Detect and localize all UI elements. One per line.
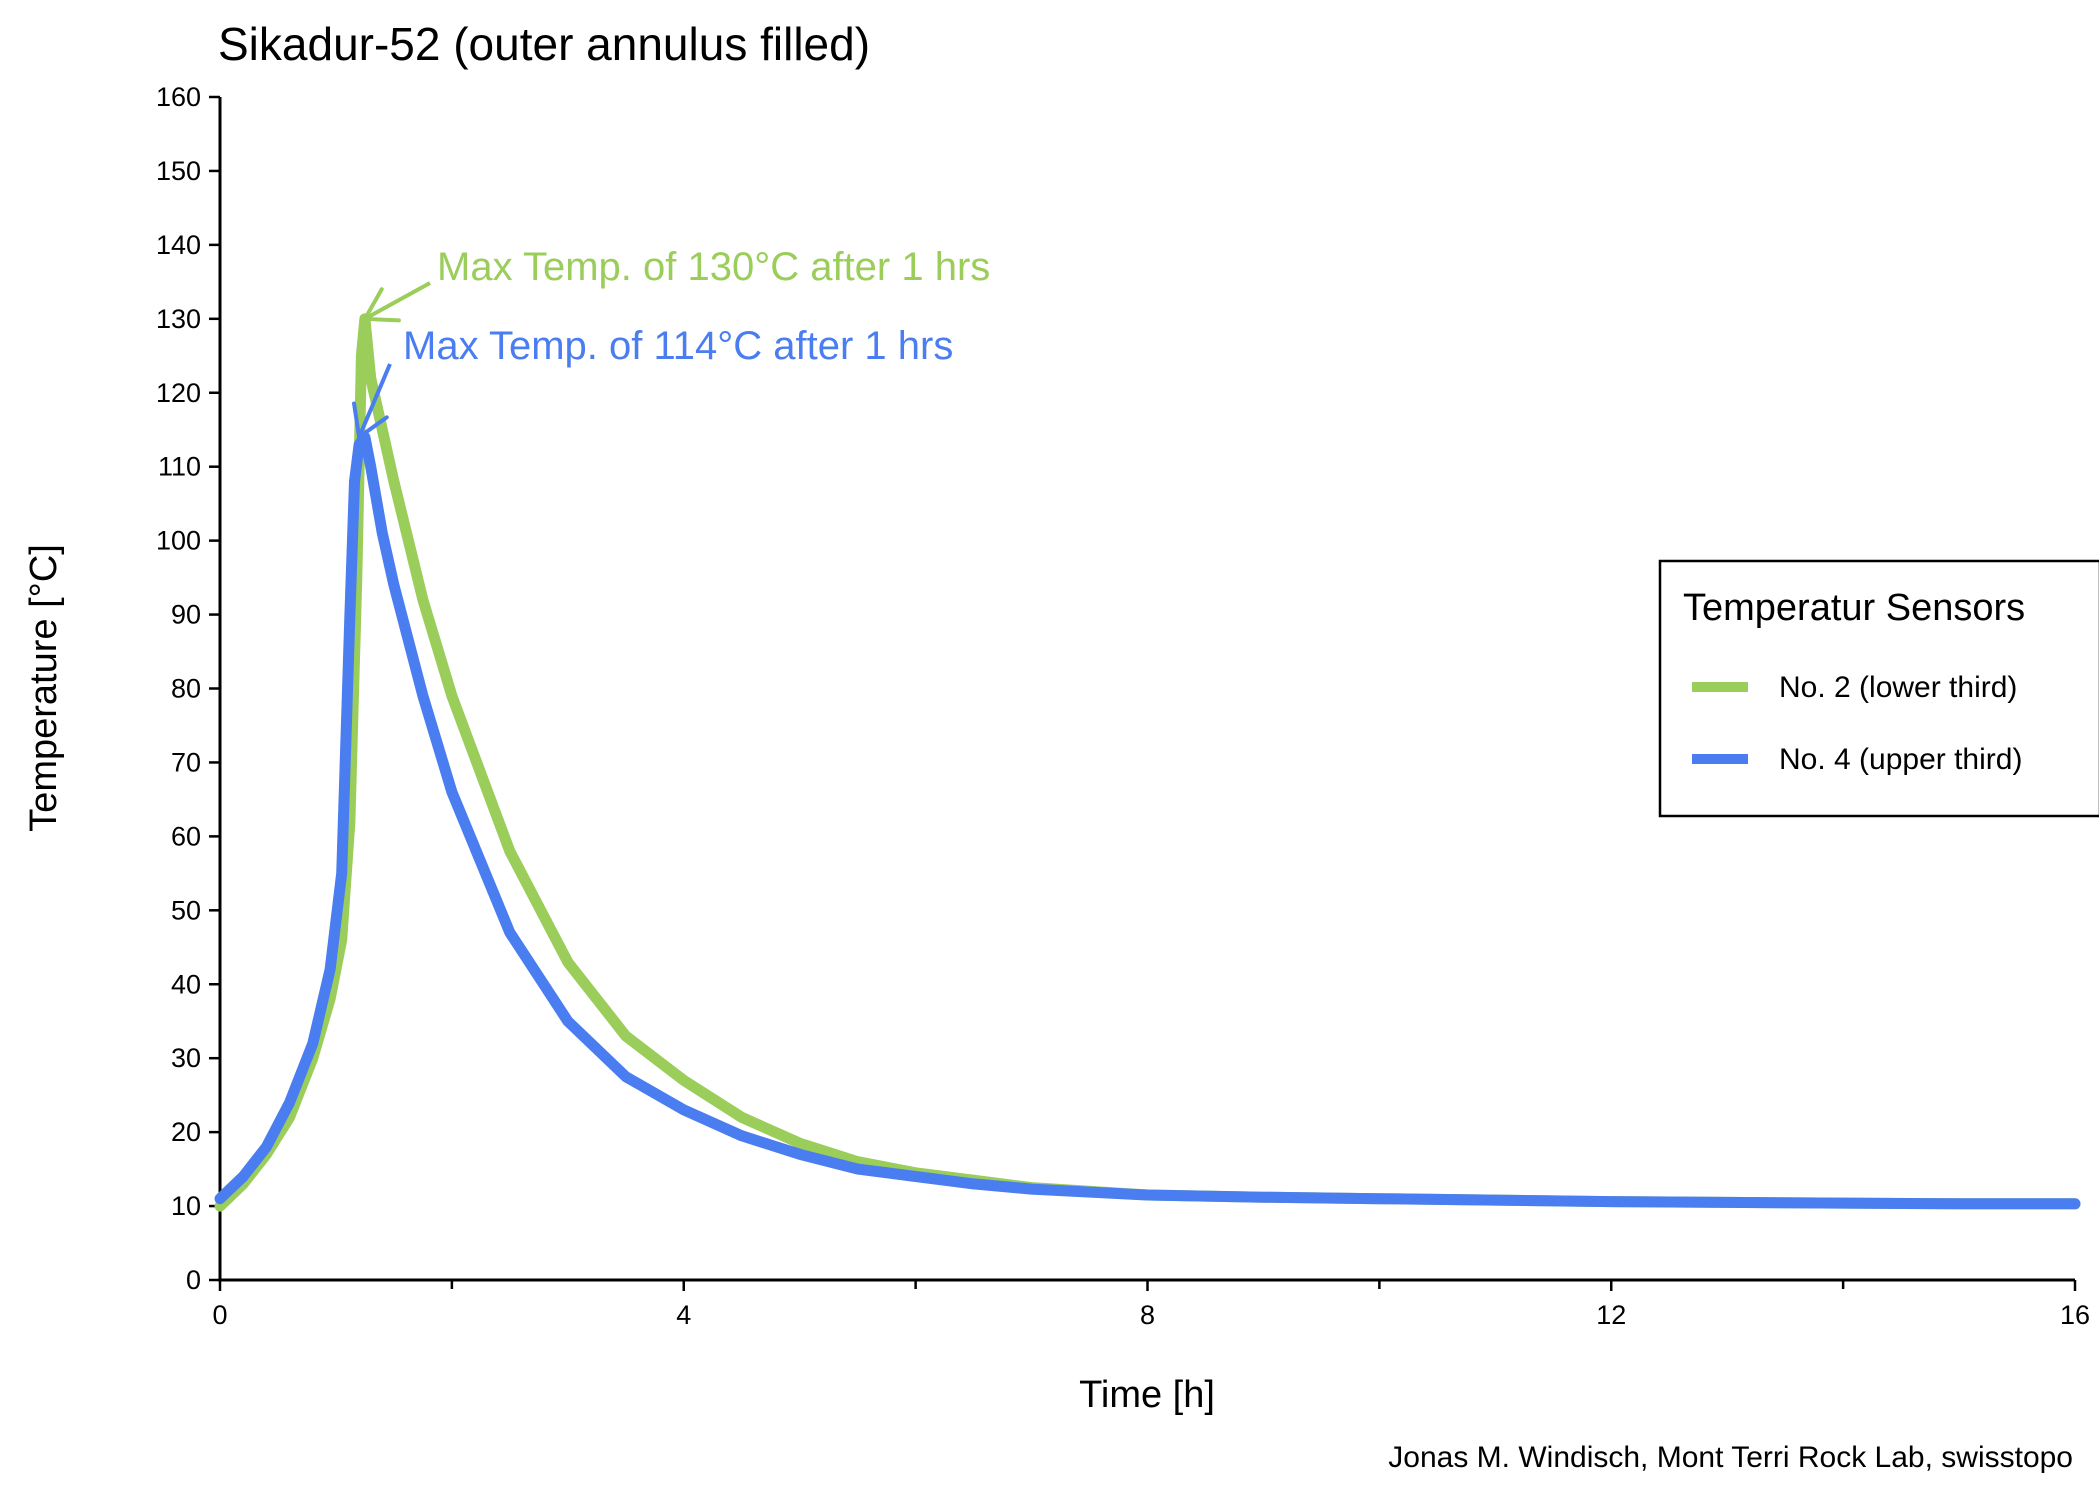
y-tick-label: 110 xyxy=(158,452,201,482)
y-tick-label: 0 xyxy=(186,1265,201,1295)
y-axis-ticks: 0 10 20 30 40 50 60 70 80 90 100 110 120 130 140 150 160 xyxy=(156,82,220,1295)
annotation-layer: Max Temp. of 130°C after 1 hrs Max Temp. … xyxy=(352,245,990,440)
annotation-arrow-head xyxy=(357,415,389,440)
x-tick-label: 12 xyxy=(1596,1300,1626,1330)
y-tick-label: 10 xyxy=(171,1191,201,1221)
annotation-arrow-head xyxy=(352,401,362,440)
y-axis-title: Temperature [°C] xyxy=(23,544,65,832)
x-axis-ticks: 0 4 8 12 16 xyxy=(212,1280,2090,1330)
annotation-arrow-head xyxy=(362,316,401,323)
annotation-label: Max Temp. of 130°C after 1 hrs xyxy=(437,245,990,289)
legend-label-2: No. 4 (upper third) xyxy=(1779,743,2022,776)
y-tick-label: 150 xyxy=(156,156,201,186)
y-tick-label: 160 xyxy=(156,82,201,112)
x-tick-label: 8 xyxy=(1140,1300,1155,1330)
credit-text: Jonas M. Windisch, Mont Terri Rock Lab, … xyxy=(1388,1441,2073,1474)
x-tick-label: 16 xyxy=(2060,1300,2090,1330)
y-tick-label: 130 xyxy=(156,304,201,334)
annotation-arrow-line xyxy=(357,363,392,438)
y-tick-label: 80 xyxy=(171,674,201,704)
legend-label-1: No. 2 (lower third) xyxy=(1779,671,2017,704)
y-tick-label: 60 xyxy=(171,821,201,851)
y-tick-label: 50 xyxy=(171,895,201,925)
y-tick-label: 120 xyxy=(156,378,201,408)
series-layer xyxy=(214,313,2081,1212)
annotation-label: Max Temp. of 114°C after 1 hrs xyxy=(403,324,953,368)
y-tick-label: 90 xyxy=(171,600,201,630)
x-tick-label: 0 xyxy=(212,1300,227,1330)
y-tick-label: 70 xyxy=(171,747,201,777)
x-tick-label: 4 xyxy=(676,1300,691,1330)
annotation-arrow-head xyxy=(362,287,384,321)
y-tick-label: 20 xyxy=(171,1117,201,1147)
x-axis-title: Time [h] xyxy=(1079,1374,1215,1416)
legend-title: Temperatur Sensors xyxy=(1683,587,2025,629)
y-tick-label: 140 xyxy=(156,230,201,260)
chart-title: Sikadur-52 (outer annulus filled) xyxy=(218,18,870,70)
legend: Temperatur Sensors No. 2 (lower third) No… xyxy=(1658,559,2099,818)
y-tick-label: 100 xyxy=(156,526,201,556)
y-tick-label: 30 xyxy=(171,1043,201,1073)
series-line-2 xyxy=(214,431,2081,1210)
y-tick-label: 40 xyxy=(171,969,201,999)
annotation-arrow-line xyxy=(363,281,431,321)
